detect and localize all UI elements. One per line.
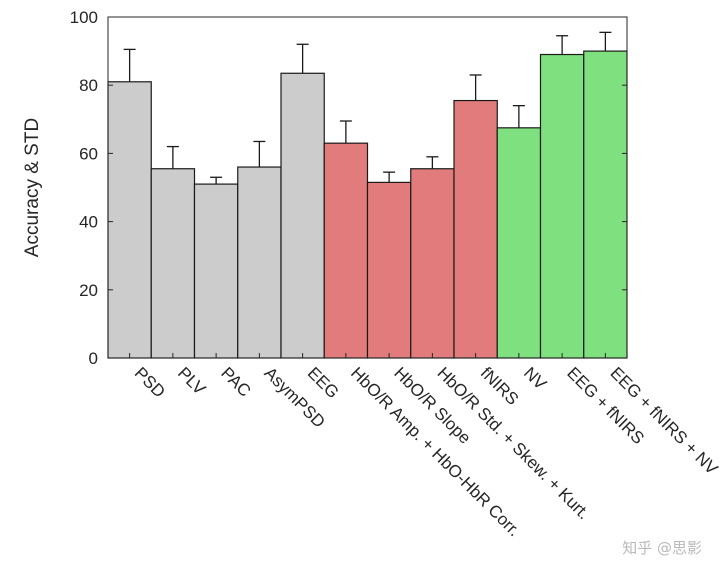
y-tick-label: 80 xyxy=(79,76,98,95)
watermark-text: 知乎 @思影 xyxy=(622,539,702,557)
x-tick-label-11: EEG + fNIRS xyxy=(563,363,648,448)
bar-10 xyxy=(496,127,542,359)
bar-12 xyxy=(583,50,628,359)
bar-11 xyxy=(539,53,585,359)
bar-9 xyxy=(453,99,498,359)
bars-group xyxy=(107,50,628,359)
bar-1 xyxy=(107,81,152,359)
x-tick-label-3: PAC xyxy=(217,363,254,400)
bar-8 xyxy=(410,168,455,359)
plot-area-frame xyxy=(107,16,628,359)
bar-5 xyxy=(280,72,325,359)
bar-6 xyxy=(323,142,369,359)
y-tick-label: 60 xyxy=(79,144,98,163)
x-tick-label-5: EEG xyxy=(304,363,343,402)
error-bars-group xyxy=(123,31,612,185)
x-tick-label-10: NV xyxy=(520,363,551,394)
x-tick-label-1: PSD xyxy=(131,363,169,401)
y-axis-ticks: 0 20 40 60 80 100 xyxy=(70,8,627,368)
y-tick-label: 40 xyxy=(79,213,98,232)
bar-4 xyxy=(237,166,282,359)
y-tick-label: 20 xyxy=(79,281,98,300)
bar-2 xyxy=(150,168,196,359)
x-tick-label-2: PLV xyxy=(174,363,210,399)
bar-7 xyxy=(366,181,412,359)
y-tick-label: 100 xyxy=(70,8,98,27)
y-axis-label: Accuracy & STD xyxy=(22,118,43,257)
y-tick-label: 0 xyxy=(89,349,98,368)
bar-3 xyxy=(193,183,239,359)
